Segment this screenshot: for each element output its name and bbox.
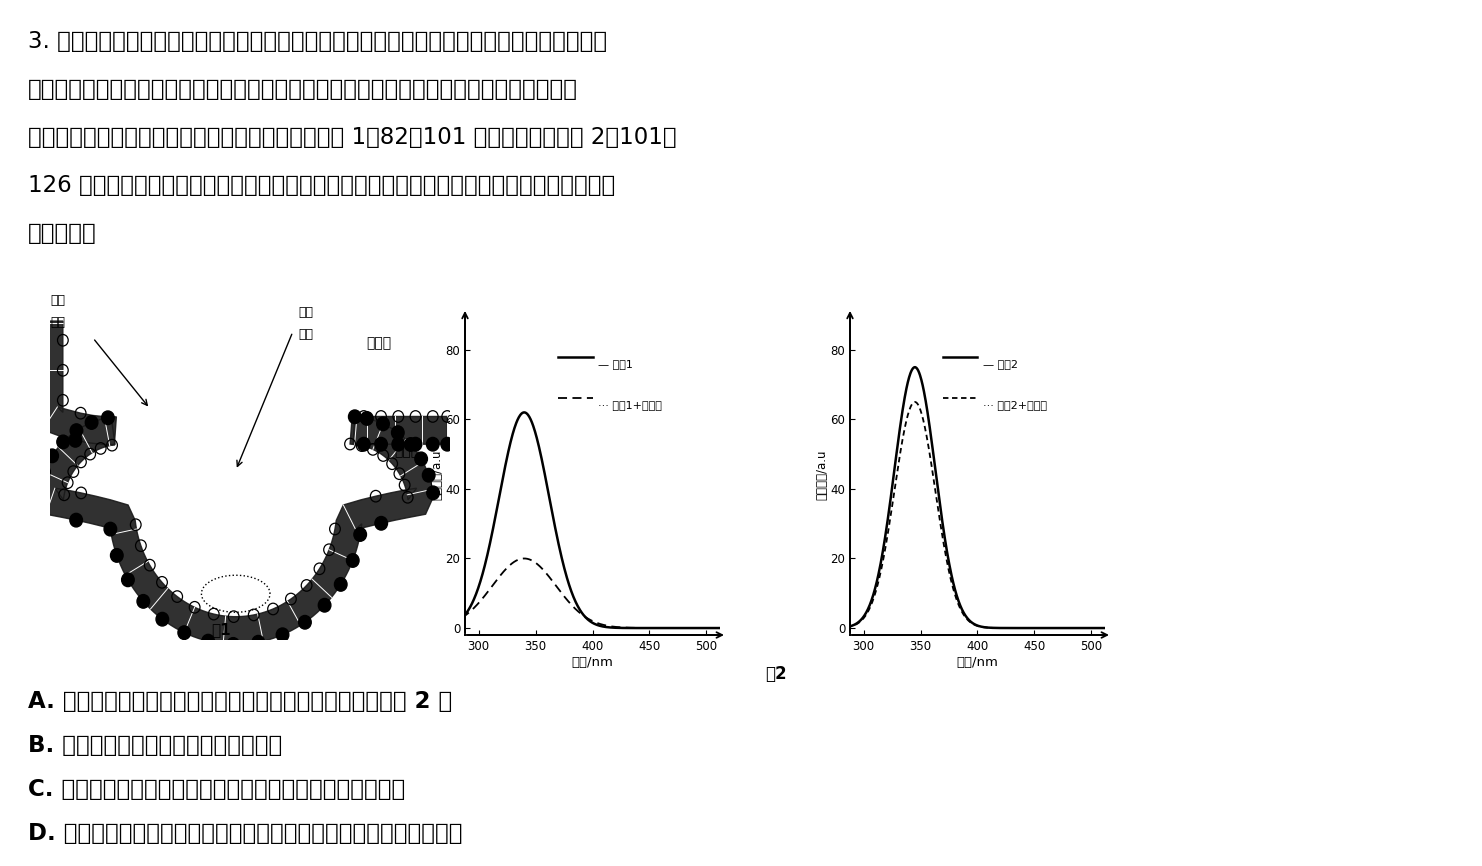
Text: 细胞内: 细胞内 [394, 444, 419, 458]
Text: A. 据图可知，小窝蛋白中间区段与胆固醇的结合位点在肽段 2 中: A. 据图可知，小窝蛋白中间区段与胆固醇的结合位点在肽段 2 中 [28, 690, 452, 713]
Circle shape [31, 333, 43, 347]
Text: 3. 细胞膜内陷形成的袊状结构即小窝，与细胞的信息传递等相关。小窝蛋白中的某些氨基酸在: 3. 细胞膜内陷形成的袊状结构即小窝，与细胞的信息传递等相关。小窝蛋白中的某些氨… [28, 30, 608, 53]
Circle shape [156, 612, 169, 626]
Circle shape [375, 437, 387, 451]
X-axis label: 波长/nm: 波长/nm [956, 656, 999, 669]
Text: 述错误的是: 述错误的是 [28, 222, 96, 245]
Text: ··· 肽段1+胆固醇: ··· 肽段1+胆固醇 [599, 400, 662, 410]
Circle shape [347, 553, 359, 567]
Polygon shape [37, 321, 448, 644]
Text: 细胞外: 细胞外 [366, 336, 391, 350]
Text: 蛋白: 蛋白 [50, 294, 65, 307]
Circle shape [31, 364, 43, 377]
Circle shape [348, 410, 362, 423]
Circle shape [202, 635, 215, 648]
Circle shape [227, 637, 240, 651]
X-axis label: 波长/nm: 波长/nm [572, 656, 614, 669]
Text: 图2: 图2 [765, 665, 787, 683]
Text: ··· 肽段2+胆固醇: ··· 肽段2+胆固醇 [983, 400, 1048, 410]
Circle shape [360, 411, 373, 425]
Y-axis label: 荧光强度/a.u: 荧光强度/a.u [817, 449, 828, 501]
Circle shape [70, 434, 82, 447]
Circle shape [422, 469, 436, 482]
Circle shape [409, 437, 422, 451]
Text: — 肽段2: — 肽段2 [983, 359, 1018, 369]
Text: C. 小窝蛋白分为三段，中间区段主要由疏水性的氨基酸组成: C. 小窝蛋白分为三段，中间区段主要由疏水性的氨基酸组成 [28, 778, 405, 801]
Circle shape [86, 416, 98, 430]
Circle shape [122, 573, 135, 586]
Circle shape [391, 426, 405, 439]
Circle shape [393, 437, 405, 451]
Circle shape [357, 437, 370, 451]
Circle shape [405, 437, 416, 451]
Circle shape [299, 616, 311, 629]
Circle shape [46, 449, 58, 462]
Text: D. 小窝蛋白基因控制小窝蛋白合成过程中腺嘚呤可以有两种配对方式: D. 小窝蛋白基因控制小窝蛋白合成过程中腺嘚呤可以有两种配对方式 [28, 822, 462, 845]
Circle shape [427, 437, 439, 451]
Circle shape [33, 482, 46, 496]
Circle shape [136, 595, 150, 608]
Circle shape [375, 516, 387, 530]
Circle shape [442, 437, 453, 451]
Text: B. 小窝的形成体现了细胞膜的结构特点: B. 小窝的形成体现了细胞膜的结构特点 [28, 734, 282, 757]
Circle shape [415, 452, 427, 466]
Text: 126 位氨基酸）后，分别加入等量胆固醇，检测不同肽段的荧光强度变化，结果如图。下列叙: 126 位氨基酸）后，分别加入等量胆固醇，检测不同肽段的荧光强度变化，结果如图。… [28, 174, 615, 197]
Text: 小窝: 小窝 [50, 315, 65, 328]
Circle shape [70, 514, 83, 527]
Text: 一定的激发光下能够发出荧光，胆固醇与这些氨基酸结合会使荧光强度降低。为研究小窝蛋: 一定的激发光下能够发出荧光，胆固醇与这些氨基酸结合会使荧光强度降低。为研究小窝蛋 [28, 78, 578, 101]
Circle shape [111, 549, 123, 562]
Circle shape [104, 522, 117, 536]
Text: 区段: 区段 [298, 307, 314, 320]
Circle shape [37, 465, 50, 479]
Circle shape [252, 636, 265, 649]
Circle shape [335, 578, 347, 591]
Text: 中间: 中间 [298, 328, 314, 341]
Circle shape [70, 423, 83, 437]
Text: 图1: 图1 [212, 622, 231, 637]
Text: — 肽段1: — 肽段1 [599, 359, 633, 369]
Circle shape [31, 393, 43, 407]
Text: 白中间区段与胆固醇的结合位点，研究者获取到肽段 1（82～101 位氨基酸）和肽段 2（101～: 白中间区段与胆固醇的结合位点，研究者获取到肽段 1（82～101 位氨基酸）和肽… [28, 126, 677, 149]
Circle shape [102, 411, 114, 424]
Circle shape [319, 598, 330, 612]
Y-axis label: 荧光强度/a.u: 荧光强度/a.u [431, 449, 445, 501]
Circle shape [276, 628, 289, 642]
Circle shape [354, 527, 366, 541]
Circle shape [178, 626, 191, 639]
Circle shape [427, 486, 439, 500]
Circle shape [376, 417, 390, 430]
Circle shape [56, 435, 70, 449]
